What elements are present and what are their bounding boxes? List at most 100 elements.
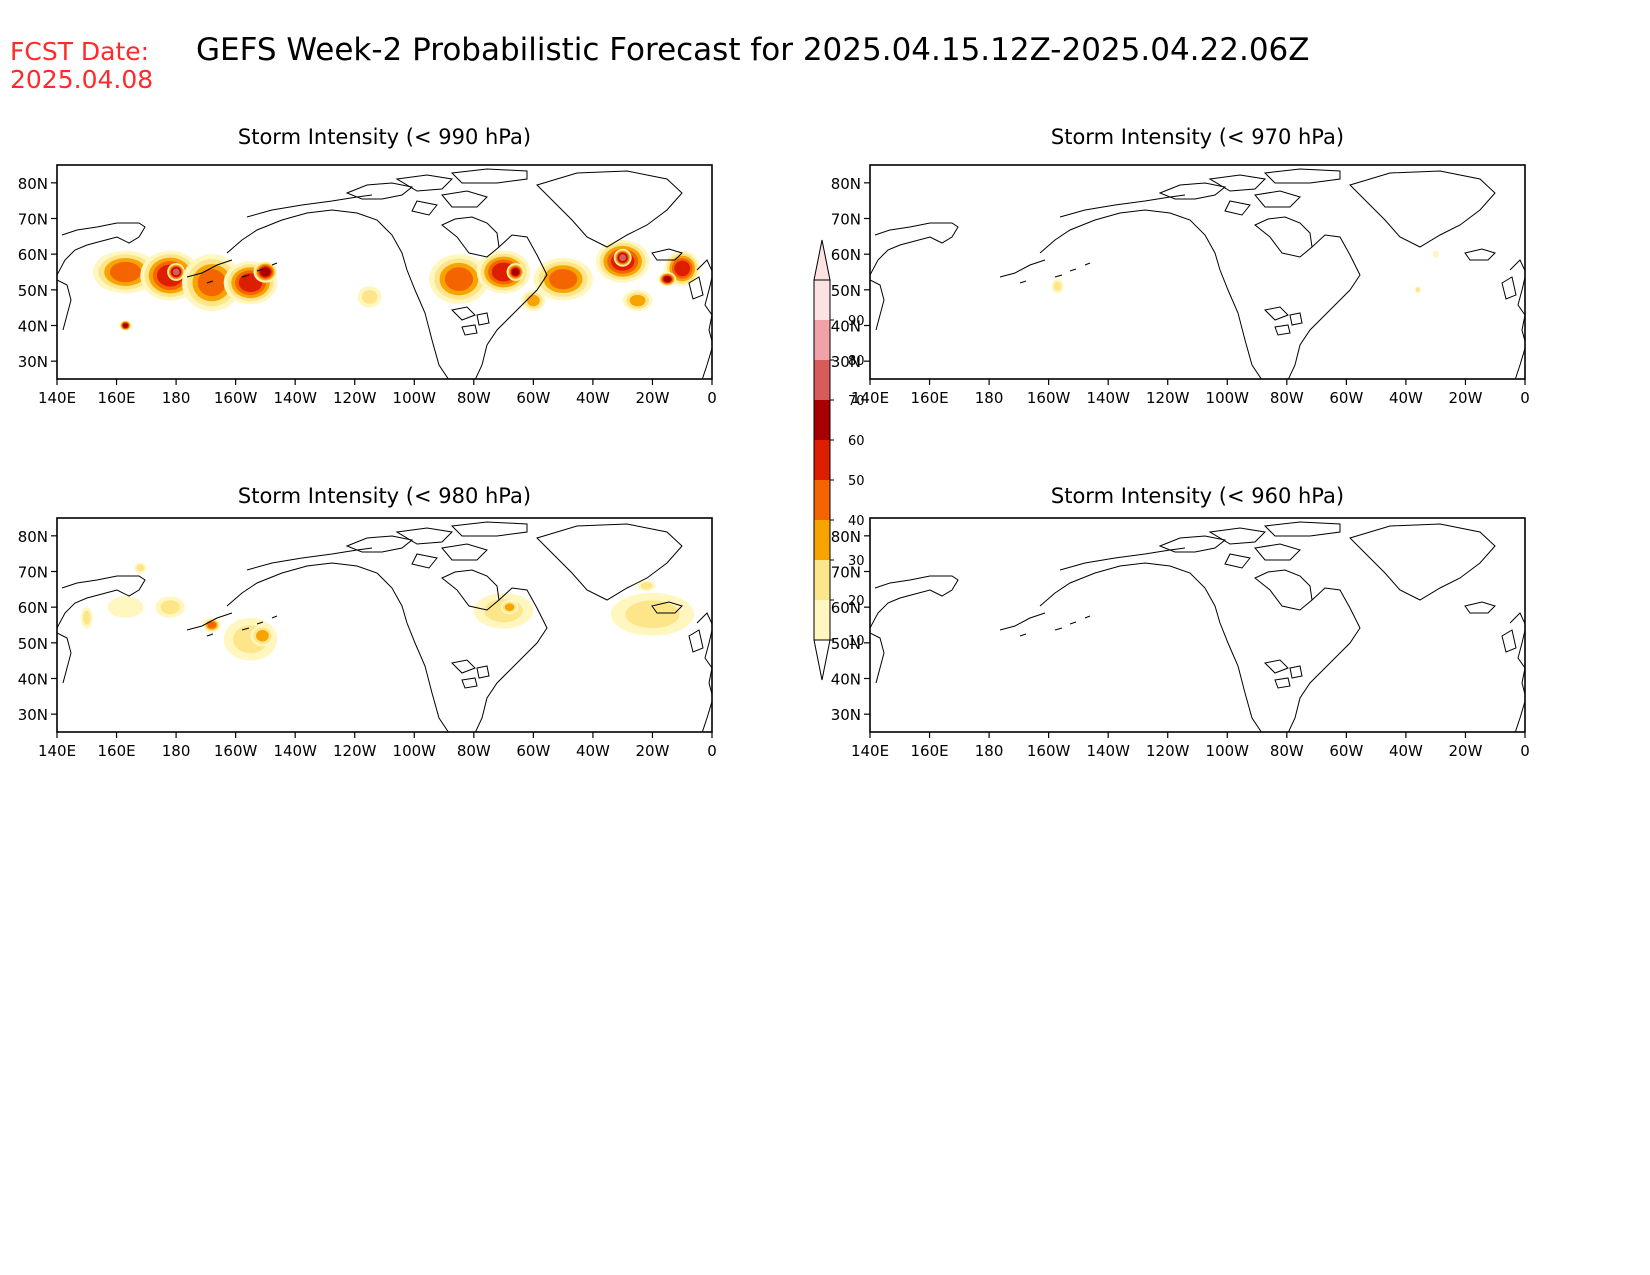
lon-tick-label: 160W <box>214 389 258 407</box>
probability-shading <box>619 254 627 262</box>
lat-tick-label: 30N <box>831 353 861 371</box>
probability-shading <box>1432 250 1439 258</box>
coastline <box>870 168 1525 379</box>
probability-shading <box>444 267 474 291</box>
colorbar: 10 20 30 40 50 60 70 80 90 <box>813 239 865 681</box>
probability-shading <box>663 276 672 283</box>
lat-tick-label: 50N <box>831 282 861 300</box>
lat-tick-label: 70N <box>831 211 861 229</box>
lon-tick-label: 160W <box>1027 389 1071 407</box>
lat-tick-label: 70N <box>831 564 861 582</box>
colorbar-swatch <box>814 600 830 640</box>
probability-shading <box>207 621 217 629</box>
lat-tick-label: 60N <box>831 599 861 617</box>
lat-tick-label: 40N <box>18 318 48 336</box>
colorbar-swatch <box>814 480 830 520</box>
lat-tick-label: 70N <box>18 211 48 229</box>
lat-tick-label: 80N <box>18 175 48 193</box>
panel-title: Storm Intensity (< 980 hPa) <box>238 484 531 508</box>
probability-shading <box>629 294 646 307</box>
probability-shading <box>1415 287 1420 293</box>
lat-tick-label: 40N <box>831 671 861 689</box>
panel-title: Storm Intensity (< 970 hPa) <box>1051 125 1344 149</box>
lon-tick-label: 140W <box>273 389 317 407</box>
lon-tick-label: 160E <box>97 742 135 760</box>
probability-shading <box>122 323 128 328</box>
map-frame <box>869 164 1526 380</box>
lat-tick-label: 30N <box>831 706 861 724</box>
lon-tick-label: 0 <box>1520 389 1530 407</box>
colorbar-label: 70 <box>848 394 865 409</box>
colorbar-label: 40 <box>848 514 865 529</box>
lat-tick-label: 30N <box>18 353 48 371</box>
lon-tick-label: 180 <box>162 742 191 760</box>
lon-tick-label: 180 <box>162 389 191 407</box>
probability-shading <box>109 261 142 283</box>
map-frame <box>869 517 1526 733</box>
lon-tick-label: 80W <box>1270 742 1304 760</box>
probability-shading <box>1053 281 1062 291</box>
colorbar-label: 10 <box>848 634 865 649</box>
map-panel: Storm Intensity (< 970 hPa) 80N 70N 60N 50N 4… <box>831 125 1530 407</box>
map-panel: Storm Intensity (< 980 hPa) 80N 70N 60N 50N 4… <box>18 484 717 760</box>
probability-shading <box>172 268 180 276</box>
colorbar-label: 20 <box>848 594 865 609</box>
probability-shading <box>361 290 378 304</box>
lon-tick-label: 0 <box>1520 742 1530 760</box>
lon-tick-label: 40W <box>1389 742 1423 760</box>
colorbar-label: 80 <box>848 354 865 369</box>
panels: Storm Intensity (< 990 hPa) 80N 70N 60N 50N 4… <box>18 125 1530 760</box>
lat-tick-label: 70N <box>18 564 48 582</box>
probability-shading <box>197 269 226 297</box>
lon-tick-label: 40W <box>576 389 610 407</box>
panel-title: Storm Intensity (< 960 hPa) <box>1051 484 1344 508</box>
lon-tick-label: 0 <box>707 742 717 760</box>
lon-tick-label: 120W <box>1146 742 1190 760</box>
lon-tick-label: 160W <box>214 742 258 760</box>
lat-tick-label: 40N <box>18 671 48 689</box>
lon-tick-label: 100W <box>1206 742 1250 760</box>
fcst-date: 2025.04.08 <box>10 65 153 94</box>
colorbar-swatch <box>814 280 830 320</box>
probability-shading <box>640 582 653 590</box>
colorbar-label: 60 <box>848 434 865 449</box>
lon-tick-label: 60W <box>1329 742 1363 760</box>
probability-shading <box>548 268 578 290</box>
colorbar-swatch <box>814 360 830 400</box>
colorbar-swatch <box>814 560 830 600</box>
probability-shading <box>625 600 680 629</box>
lon-tick-label: 20W <box>635 389 669 407</box>
lon-tick-label: 180 <box>975 389 1004 407</box>
colorbar-swatch <box>814 400 830 440</box>
lon-tick-label: 120W <box>333 389 377 407</box>
lon-tick-label: 120W <box>1146 389 1190 407</box>
map-frame <box>56 164 713 380</box>
lat-tick-label: 80N <box>831 528 861 546</box>
lon-tick-label: 80W <box>457 742 491 760</box>
colorbar-swatch <box>814 320 830 360</box>
lon-tick-label: 140E <box>38 742 76 760</box>
map-panel: Storm Intensity (< 960 hPa) 80N 70N 60N 50N 4… <box>831 484 1530 760</box>
lon-tick-label: 160E <box>97 389 135 407</box>
lon-tick-label: 180 <box>975 742 1004 760</box>
probability-shading <box>504 603 515 611</box>
lon-tick-label: 80W <box>1270 389 1304 407</box>
probability-shading <box>136 564 145 572</box>
probability-shading <box>674 260 691 277</box>
lon-tick-label: 100W <box>393 742 437 760</box>
lat-tick-label: 30N <box>18 706 48 724</box>
lon-tick-label: 140E <box>851 389 889 407</box>
main-title: GEFS Week-2 Probabilistic Forecast for 2… <box>196 32 1310 68</box>
colorbar-label: 90 <box>848 314 865 329</box>
lon-tick-label: 140E <box>851 742 889 760</box>
probability-shading <box>107 596 144 618</box>
coastline <box>870 521 1525 732</box>
lon-tick-label: 140W <box>1086 389 1130 407</box>
map-frame <box>56 517 713 733</box>
lat-tick-label: 60N <box>18 599 48 617</box>
probability-shading <box>160 600 180 615</box>
colorbar-top-triangle <box>813 239 831 281</box>
colorbar-bottom-triangle <box>813 639 831 681</box>
lon-tick-label: 160E <box>910 389 948 407</box>
